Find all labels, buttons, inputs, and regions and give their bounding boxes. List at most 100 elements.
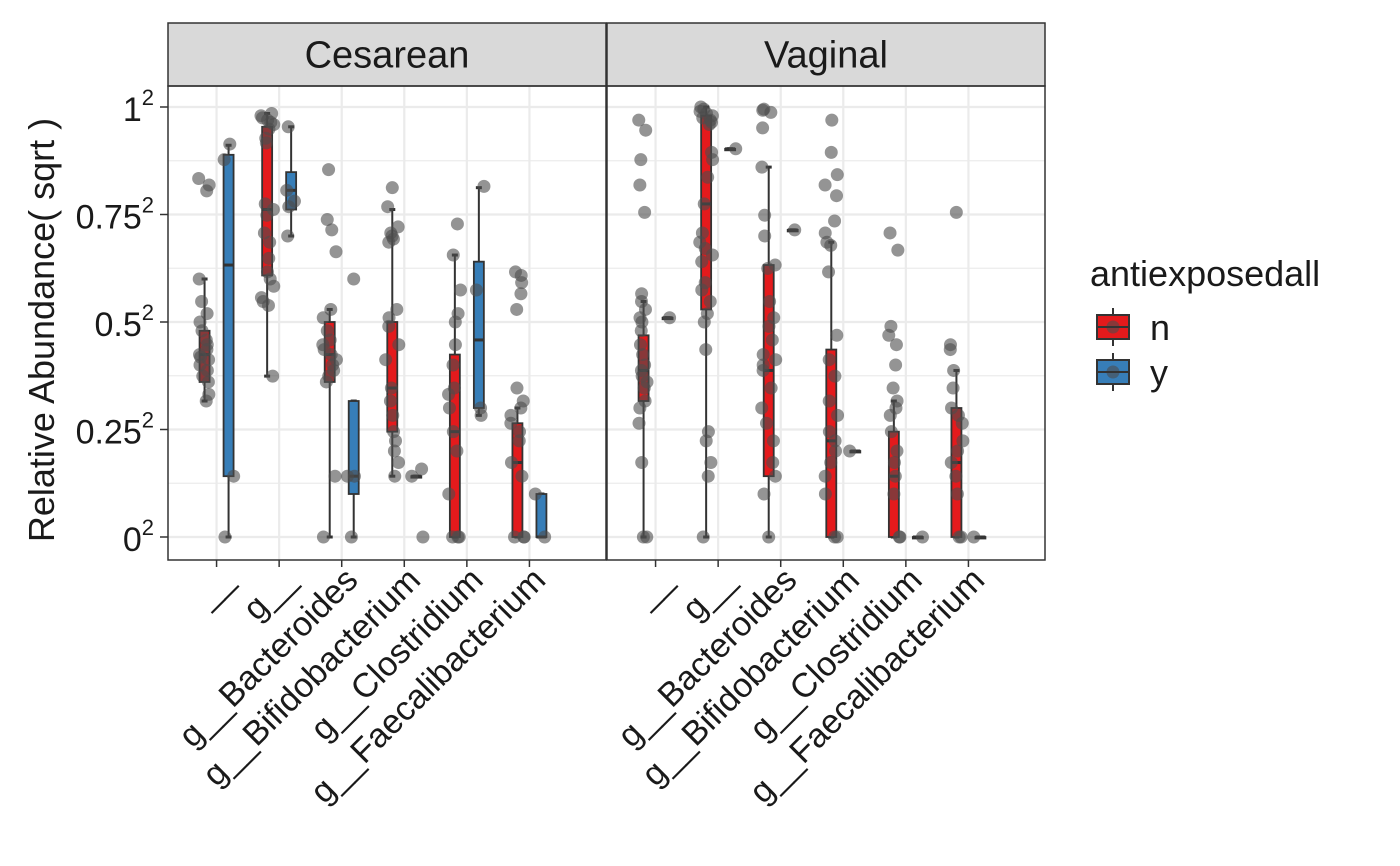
box-group-y <box>217 137 241 544</box>
data-point <box>453 283 467 297</box>
data-point <box>663 311 677 325</box>
data-point <box>633 338 647 352</box>
data-point <box>386 408 400 422</box>
data-point <box>830 168 844 182</box>
data-point <box>384 381 398 395</box>
x-tick-label: __ <box>186 560 241 615</box>
data-point <box>768 469 782 483</box>
legend-key-n <box>1096 308 1130 346</box>
box-group-y <box>340 272 361 544</box>
data-point <box>696 530 710 544</box>
data-point <box>446 358 460 372</box>
data-point <box>818 469 832 483</box>
data-point <box>729 142 743 156</box>
data-point <box>888 469 902 483</box>
box-group-n <box>316 163 343 544</box>
data-point <box>829 444 843 458</box>
data-point <box>508 530 522 544</box>
data-point <box>192 172 206 186</box>
data-point <box>259 136 273 150</box>
data-point <box>769 353 783 367</box>
data-point <box>756 348 770 362</box>
data-point <box>281 229 295 243</box>
panel-border <box>606 85 1046 561</box>
box-group-n <box>442 217 467 544</box>
data-point <box>199 394 213 408</box>
data-point <box>947 363 961 377</box>
data-point <box>320 213 334 227</box>
data-point <box>381 200 395 214</box>
data-point <box>887 487 901 501</box>
data-point <box>474 408 488 422</box>
box-iqr <box>222 153 235 478</box>
data-point <box>504 456 518 470</box>
box-group-y <box>911 530 929 544</box>
data-point <box>515 276 529 290</box>
data-point <box>758 229 772 243</box>
data-point <box>477 179 491 193</box>
data-point <box>830 328 844 342</box>
box-group-y <box>843 444 862 458</box>
data-point <box>280 183 294 197</box>
data-point <box>637 381 651 395</box>
box-group-y <box>469 179 491 422</box>
box-group-n <box>632 113 654 544</box>
data-point <box>822 394 836 408</box>
data-point <box>446 425 460 439</box>
y-tick-label: 02 <box>123 515 154 559</box>
data-point <box>329 245 343 259</box>
data-point <box>695 255 709 269</box>
box-group-n <box>755 102 783 544</box>
data-point <box>883 226 897 240</box>
data-point <box>763 294 777 308</box>
data-point <box>344 530 358 544</box>
data-point <box>702 118 716 132</box>
data-point <box>200 184 214 198</box>
data-point <box>390 302 404 316</box>
data-point <box>633 401 647 415</box>
data-point <box>828 369 842 383</box>
grid-layer <box>168 86 1045 560</box>
data-point <box>825 113 839 127</box>
data-point <box>451 530 465 544</box>
data-point <box>442 487 456 501</box>
data-point <box>260 208 274 222</box>
data-point <box>828 214 842 228</box>
data-point <box>952 530 966 544</box>
data-point <box>261 298 275 312</box>
data-point <box>883 408 897 422</box>
data-point <box>639 123 653 137</box>
data-layer <box>192 100 987 544</box>
data-point <box>703 294 717 308</box>
data-point <box>824 145 838 159</box>
data-point <box>818 487 832 501</box>
data-point <box>448 338 462 352</box>
legend-label-n: n <box>1150 307 1170 348</box>
data-point <box>450 217 464 231</box>
data-point <box>950 487 964 501</box>
data-point <box>383 394 397 408</box>
box-group-y <box>280 120 301 243</box>
data-point <box>759 416 773 430</box>
box-group-y <box>786 223 802 237</box>
frame-layer: Cesarean Vaginal <box>167 22 1046 561</box>
data-point <box>699 434 713 448</box>
box-group-n <box>882 226 907 544</box>
data-point <box>379 353 393 367</box>
data-point <box>266 369 280 383</box>
box-group-y <box>405 462 430 544</box>
data-point <box>946 381 960 395</box>
data-point <box>886 381 900 395</box>
data-point <box>510 302 524 316</box>
data-point <box>891 243 905 257</box>
data-point <box>538 530 552 544</box>
data-point <box>955 416 969 430</box>
data-point <box>766 456 780 470</box>
data-point <box>695 283 709 297</box>
data-point <box>824 238 838 252</box>
data-point <box>382 235 396 249</box>
data-point <box>218 530 232 544</box>
data-point <box>504 416 518 430</box>
data-point <box>755 160 769 174</box>
data-point <box>388 469 402 483</box>
